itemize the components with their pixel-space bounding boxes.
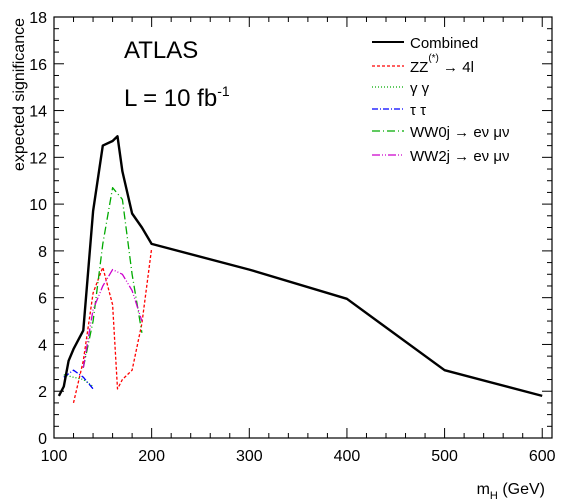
- y-tick-label: 14: [29, 104, 47, 121]
- x-axis-label-unit: (GeV): [498, 481, 545, 498]
- y-tick-label: 8: [38, 244, 47, 261]
- x-tick-label: 600: [529, 448, 556, 465]
- legend-label-superscript: (*): [428, 53, 439, 64]
- y-tick-label: 16: [29, 57, 47, 74]
- legend-label: τ τ: [410, 102, 426, 119]
- legend-label: ZZ(*) → 4l: [410, 53, 474, 76]
- x-axis-label-main: m: [477, 481, 490, 498]
- x-tick-label: 400: [334, 448, 361, 465]
- x-tick-label: 100: [41, 448, 68, 465]
- series-line-combined: [57, 135, 543, 398]
- legend-label: WW0j → eν μν: [410, 124, 509, 141]
- series-line-zz-4l: [72, 248, 153, 404]
- legend-label-suffix: → 4l: [439, 59, 474, 76]
- legend-label: γ γ: [410, 80, 430, 97]
- series-line-ww0j-e: [82, 187, 143, 368]
- y-axis-label: expected significance: [11, 18, 28, 171]
- y-tick-label: 0: [38, 431, 47, 448]
- tick-layer: 100 200 300 400 500 600 0 2 4 6 8 10 12 14 16 18: [29, 10, 555, 465]
- y-tick-label: 18: [29, 10, 47, 27]
- x-tick-label: 300: [236, 448, 263, 465]
- atlas-label: ATLAS: [124, 37, 198, 64]
- y-tick-label: 4: [38, 337, 47, 354]
- y-tick-label: 2: [38, 384, 47, 401]
- x-axis-label: mH (GeV): [477, 481, 545, 502]
- series-line-series: [63, 369, 94, 390]
- x-tick-label: 200: [138, 448, 165, 465]
- y-tick-label: 10: [29, 197, 47, 214]
- y-tick-label: 6: [38, 291, 47, 308]
- x-axis-label-subscript: H: [490, 490, 498, 502]
- y-tick-label: 12: [29, 150, 47, 167]
- series-line-ww2j-e: [82, 268, 143, 368]
- series-line-series: [63, 374, 94, 388]
- luminosity-label-superscript: -1: [217, 83, 230, 99]
- legend-label: Combined: [410, 35, 478, 52]
- x-tick-label: 500: [431, 448, 458, 465]
- luminosity-label-main: L = 10 fb: [124, 85, 217, 112]
- series-layer: [57, 135, 543, 404]
- luminosity-label: L = 10 fb-1: [124, 83, 230, 112]
- legend-label: WW2j → eν μν: [410, 148, 509, 165]
- legend-label-main: ZZ: [410, 59, 428, 76]
